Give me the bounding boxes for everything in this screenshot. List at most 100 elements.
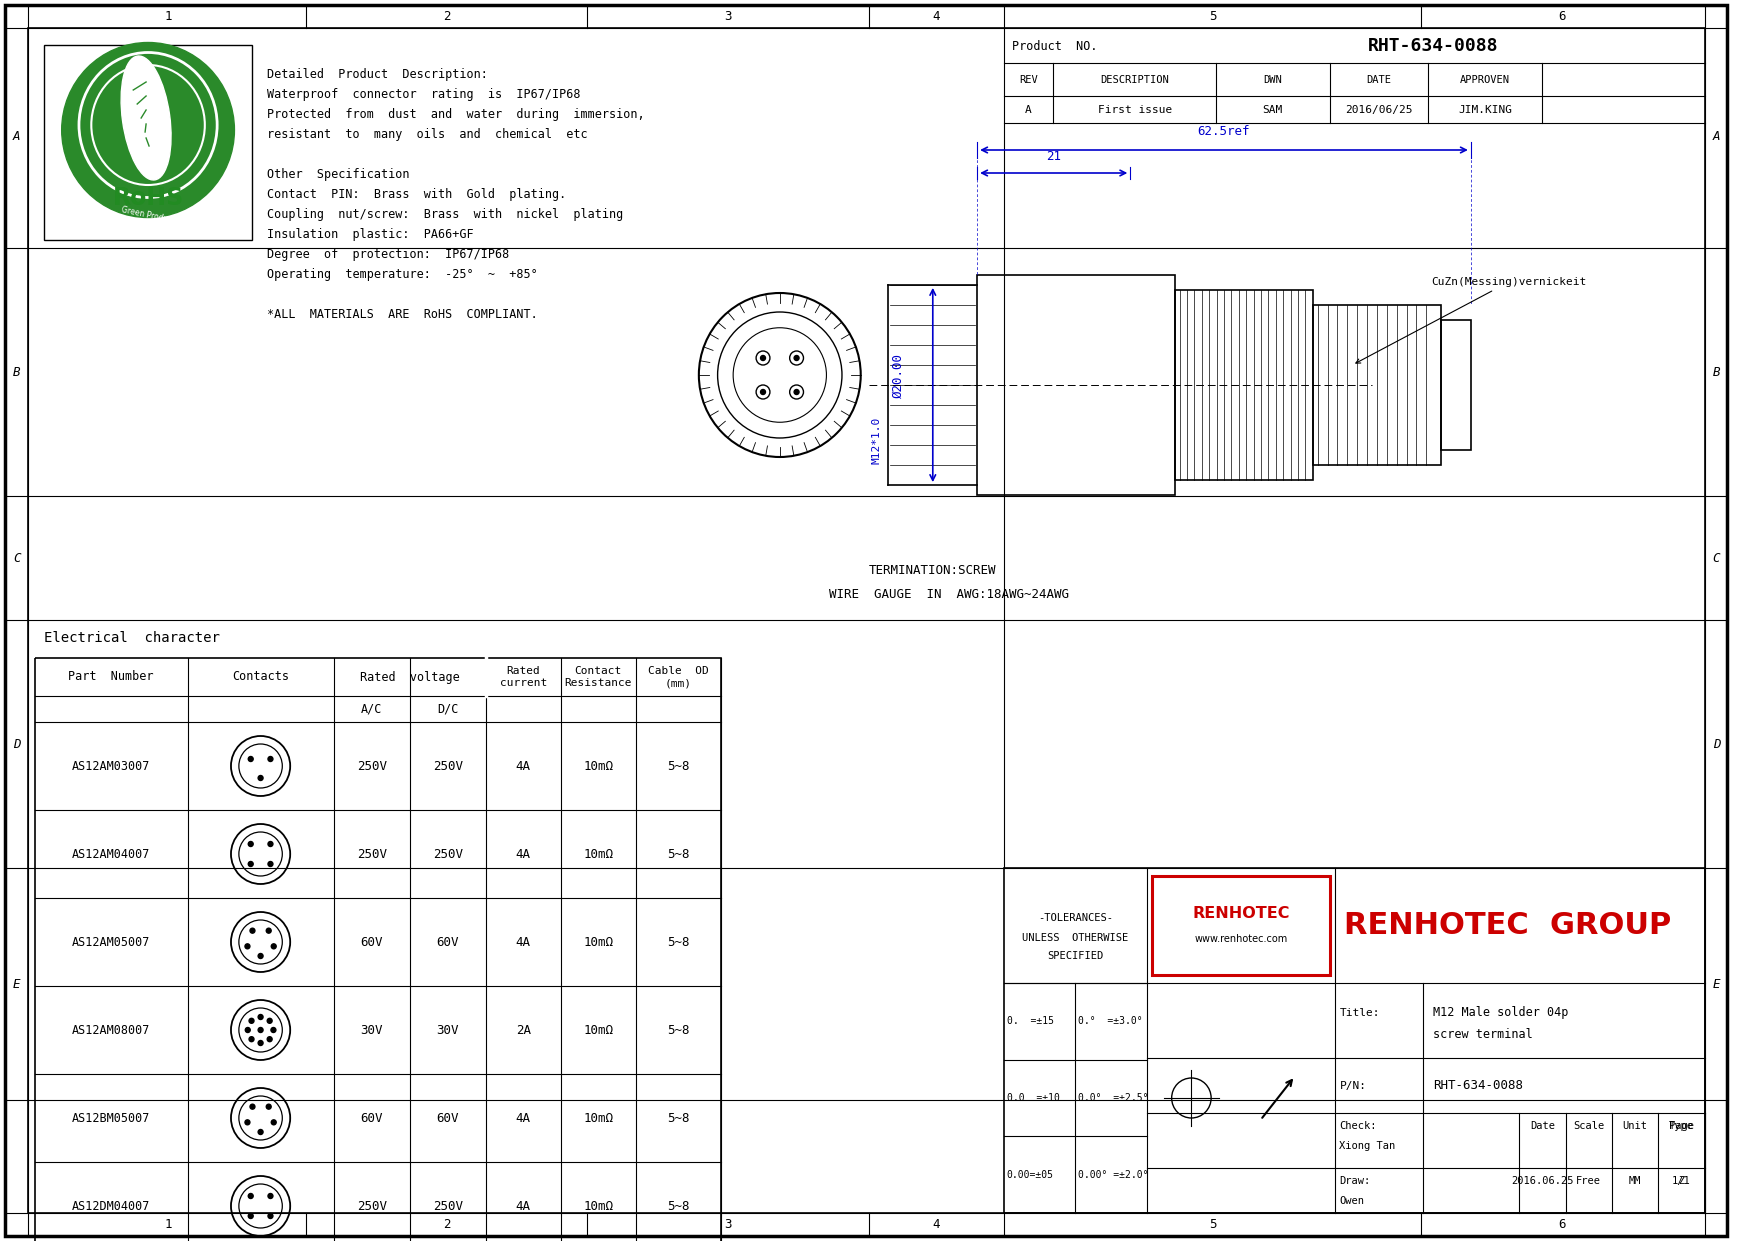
Text: 5: 5 [1209, 1217, 1216, 1231]
Circle shape [247, 861, 253, 866]
Text: *ALL  MATERIALS  ARE  RoHS  COMPLIANT.: *ALL MATERIALS ARE RoHS COMPLIANT. [267, 308, 537, 321]
Circle shape [269, 861, 274, 866]
Text: Contact  PIN:  Brass  with  Gold  plating.: Contact PIN: Brass with Gold plating. [267, 187, 565, 201]
Circle shape [246, 1028, 251, 1033]
Text: D: D [1713, 737, 1720, 751]
Text: 6: 6 [1558, 10, 1565, 24]
Bar [35, 658, 721, 1241]
Circle shape [249, 1104, 254, 1109]
Text: D: D [12, 737, 21, 751]
Text: Free: Free [1576, 1176, 1601, 1186]
Text: 4A: 4A [516, 1200, 530, 1212]
Text: 5~8: 5~8 [667, 936, 690, 948]
Ellipse shape [61, 42, 235, 217]
Text: A/C: A/C [362, 702, 383, 716]
Text: 10mΩ: 10mΩ [583, 1024, 612, 1036]
Circle shape [258, 1014, 263, 1020]
Text: 5~8: 5~8 [667, 848, 690, 860]
Text: Unit: Unit [1623, 1121, 1648, 1131]
Text: REV: REV [1020, 74, 1037, 84]
Text: 250V: 250V [433, 848, 463, 860]
Text: 1: 1 [163, 1217, 172, 1231]
Text: E: E [1713, 978, 1720, 990]
Text: Rated  voltage: Rated voltage [360, 670, 460, 684]
Text: 60V: 60V [360, 1112, 383, 1124]
Text: -TOLERANCES-: -TOLERANCES- [1037, 913, 1113, 923]
Text: B: B [12, 366, 21, 379]
Text: 250V: 250V [433, 1200, 463, 1212]
Circle shape [258, 1028, 263, 1033]
Text: 250V: 250V [356, 1200, 386, 1212]
Text: AS12AM08007: AS12AM08007 [72, 1024, 151, 1036]
Text: Ø20.00: Ø20.00 [892, 352, 906, 397]
Text: 60V: 60V [437, 1112, 458, 1124]
Text: resistant  to  many  oils  and  chemical  etc: resistant to many oils and chemical etc [267, 128, 588, 141]
Text: Z: Z [1678, 1176, 1685, 1186]
Text: Draw:: Draw: [1339, 1176, 1371, 1186]
Text: D/C: D/C [437, 702, 458, 716]
Circle shape [267, 1036, 272, 1041]
Text: 30V: 30V [437, 1024, 458, 1036]
Text: 2: 2 [442, 1217, 451, 1231]
Circle shape [249, 1019, 254, 1024]
Text: Check:: Check: [1339, 1121, 1378, 1131]
Text: WIRE  GAUGE  IN  AWG:18AWG~24AWG: WIRE GAUGE IN AWG:18AWG~24AWG [828, 588, 1069, 602]
Text: Degree  of  protection:  IP67/IP68: Degree of protection: IP67/IP68 [267, 248, 509, 261]
Circle shape [793, 355, 799, 360]
Text: 0.0  =±10: 0.0 =±10 [1007, 1093, 1060, 1103]
Text: UNLESS  OTHERWISE: UNLESS OTHERWISE [1023, 933, 1128, 943]
Circle shape [269, 1214, 274, 1219]
Text: 4: 4 [932, 1217, 941, 1231]
Text: Owen: Owen [1339, 1196, 1364, 1206]
Bar [28, 1212, 1704, 1236]
Text: 10mΩ: 10mΩ [583, 1112, 612, 1124]
Circle shape [267, 1019, 272, 1024]
Bar [1004, 867, 1704, 1212]
Text: E: E [12, 978, 21, 990]
Text: Date: Date [1530, 1121, 1555, 1131]
Text: 4A: 4A [516, 1112, 530, 1124]
Text: 3: 3 [725, 10, 732, 24]
Text: RHT-634-0088: RHT-634-0088 [1367, 37, 1499, 55]
Text: Xiong Tan: Xiong Tan [1339, 1140, 1395, 1150]
Ellipse shape [121, 56, 170, 180]
Text: 0.0°  =±2.5°: 0.0° =±2.5° [1078, 1093, 1148, 1103]
Text: Contacts: Contacts [232, 670, 290, 684]
Text: Scale: Scale [1572, 1121, 1604, 1131]
Text: 2016.06.25: 2016.06.25 [1511, 1176, 1574, 1186]
Text: Coupling  nut/screw:  Brass  with  nickel  plating: Coupling nut/screw: Brass with nickel pl… [267, 208, 623, 221]
Text: JIM.KING: JIM.KING [1458, 105, 1513, 115]
Text: A: A [12, 130, 21, 144]
Text: 250V: 250V [356, 759, 386, 772]
Circle shape [267, 1104, 272, 1109]
Bar [1704, 29, 1727, 1212]
Text: AS12AM04007: AS12AM04007 [72, 848, 151, 860]
Text: 250V: 250V [356, 848, 386, 860]
Text: SPECIFIED: SPECIFIED [1048, 951, 1104, 961]
Circle shape [269, 1194, 274, 1199]
Text: SAM: SAM [1262, 105, 1283, 115]
Text: 5~8: 5~8 [667, 759, 690, 772]
Circle shape [249, 928, 254, 933]
Text: Waterproof  connector  rating  is  IP67/IP68: Waterproof connector rating is IP67/IP68 [267, 88, 579, 101]
Circle shape [247, 1214, 253, 1219]
Text: Operating  temperature:  -25°  ~  +85°: Operating temperature: -25° ~ +85° [267, 268, 537, 280]
Text: P/N:: P/N: [1339, 1081, 1367, 1091]
Text: AS12AM03007: AS12AM03007 [72, 759, 151, 772]
Text: 60V: 60V [360, 936, 383, 948]
Text: 250V: 250V [433, 759, 463, 772]
Text: 2: 2 [442, 10, 451, 24]
Text: 10mΩ: 10mΩ [583, 759, 612, 772]
Circle shape [760, 355, 765, 360]
Text: 5~8: 5~8 [667, 1200, 690, 1212]
Text: 0.  =±15: 0. =±15 [1007, 1016, 1053, 1026]
Text: 10mΩ: 10mΩ [583, 936, 612, 948]
Text: RENHOTEC: RENHOTEC [1192, 906, 1290, 921]
Text: 30V: 30V [360, 1024, 383, 1036]
Circle shape [247, 1194, 253, 1199]
Text: 5~8: 5~8 [667, 1112, 690, 1124]
Circle shape [270, 1028, 276, 1033]
Circle shape [267, 928, 272, 933]
Text: 21: 21 [1046, 150, 1062, 163]
Text: 2A: 2A [516, 1024, 530, 1036]
